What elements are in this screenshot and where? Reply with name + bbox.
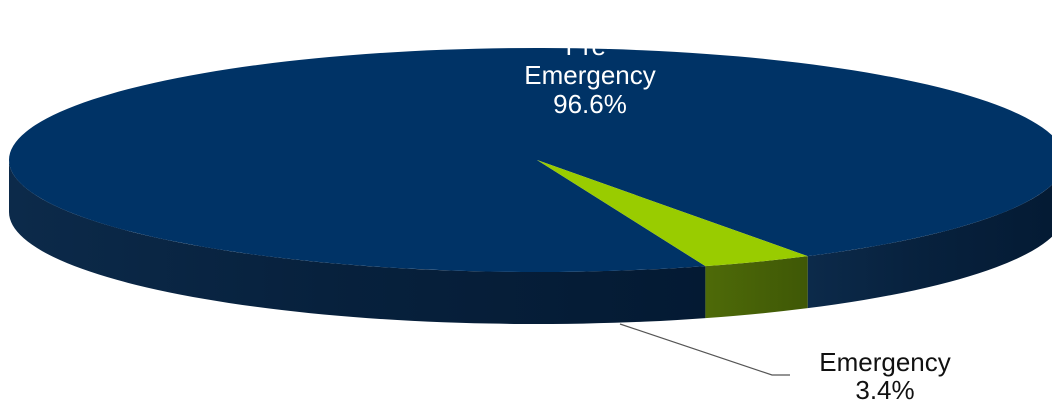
slice-side-pre-emergency-right bbox=[807, 184, 1052, 309]
pie-top-faces bbox=[9, 48, 1052, 273]
slice-side-emergency bbox=[705, 256, 808, 319]
label-pre-emergency-line: Pre- bbox=[565, 31, 614, 61]
slice-pre-emergency bbox=[9, 48, 1052, 273]
label-pre-emergency: Pre-Emergency 96.6% bbox=[524, 31, 656, 119]
label-emergency-line: Emergency bbox=[819, 347, 951, 377]
label-pre-emergency-line: Emergency bbox=[524, 60, 656, 90]
pie-labels: Pre-Emergency 96.6%Emergency 3.4% bbox=[524, 31, 951, 404]
label-pre-emergency-line: 96.6% bbox=[553, 89, 627, 119]
label-emergency: Emergency 3.4% bbox=[819, 347, 951, 404]
label-emergency-line: 3.4% bbox=[855, 375, 914, 404]
emergency-leader-line bbox=[619, 323, 790, 376]
pie-side-walls bbox=[9, 160, 1052, 324]
slice-emergency bbox=[537, 160, 808, 267]
slice-side-pre-emergency-left bbox=[9, 160, 706, 324]
